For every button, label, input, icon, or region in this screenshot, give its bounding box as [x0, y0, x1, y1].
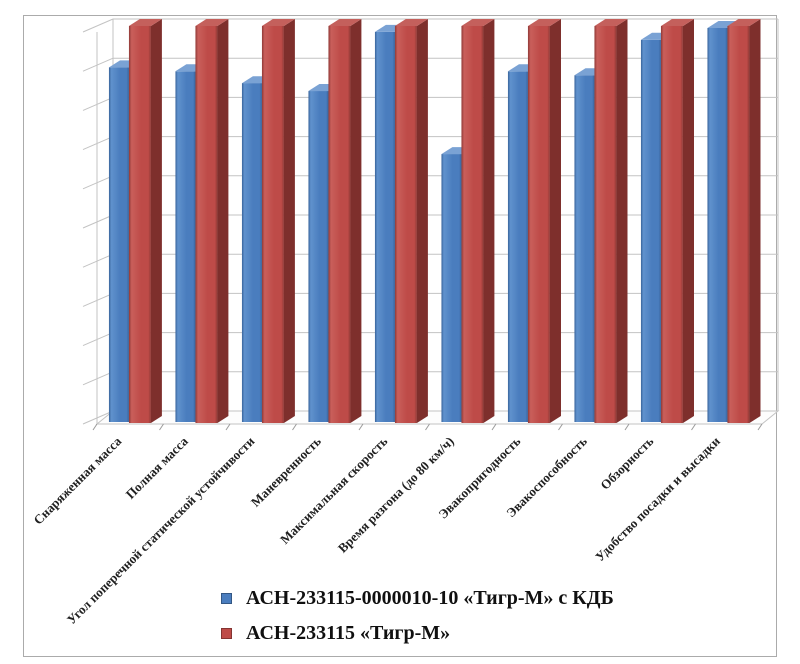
bar-side-face — [416, 19, 428, 423]
bar-front-face — [374, 31, 395, 422]
bar-top-face — [261, 19, 295, 26]
legend-item-tigr-m: АСН-233115 «Тигр-М» — [221, 621, 614, 645]
bar-side-face — [150, 19, 162, 423]
bar-front-face — [594, 26, 617, 423]
bar-top-face — [328, 19, 362, 26]
category-label-4: Максимальная скорость — [277, 433, 390, 546]
bar-top-face — [394, 19, 428, 26]
bar-cluster-5 — [441, 19, 495, 423]
bar-front-face — [441, 154, 462, 422]
chart-legend: АСН-233115-0000010-10 «Тигр-М» с КДБ АСН… — [221, 586, 614, 645]
bar-front-face — [394, 26, 417, 423]
bar-front-face — [574, 75, 595, 422]
bar-top-face — [594, 19, 628, 26]
category-label-3: Маневренность — [248, 433, 324, 509]
bar-front-face — [308, 91, 329, 422]
legend-label-tigr-m-kdb: АСН-233115-0000010-10 «Тигр-М» с КДБ — [246, 587, 614, 609]
bar-side-face — [749, 19, 761, 423]
legend-item-tigr-m-kdb: АСН-233115-0000010-10 «Тигр-М» с КДБ — [221, 586, 614, 610]
category-label-1: Полная масса — [123, 433, 192, 502]
category-label-0: Снаряженная масса — [30, 433, 124, 527]
bar-cluster-2 — [241, 19, 295, 423]
category-label-9: Удобство посадки и высадки — [592, 433, 723, 564]
x-axis-ticks — [92, 423, 763, 431]
bar-cluster-7 — [574, 19, 628, 423]
bar-top-face — [528, 19, 561, 26]
bar-top-face — [661, 19, 694, 26]
bar-side-face — [683, 19, 694, 423]
bar-front-face — [195, 26, 218, 423]
bar-cluster-6 — [507, 19, 561, 423]
bar-side-face — [616, 19, 628, 423]
bar-front-face — [128, 26, 151, 423]
bar-cluster-0 — [108, 19, 162, 423]
bar-front-face — [108, 67, 129, 423]
bar-top-face — [128, 19, 162, 26]
bar-front-face — [261, 26, 284, 423]
bar-front-face — [461, 26, 484, 423]
bar-side-face — [217, 19, 229, 423]
bar-front-face — [328, 26, 351, 423]
legend-swatch-blue-icon — [221, 592, 232, 604]
bars — [108, 19, 761, 423]
bar-side-face — [283, 19, 295, 423]
bar-cluster-8 — [640, 19, 694, 423]
chart-frame — [23, 15, 777, 657]
bar-top-face — [707, 21, 739, 28]
legend-label-tigr-m: АСН-233115 «Тигр-М» — [246, 622, 451, 644]
legend-swatch-red-icon — [221, 627, 232, 639]
bar-cluster-9 — [707, 19, 761, 423]
bar-top-face — [461, 19, 495, 26]
bar-top-face — [727, 19, 761, 26]
category-label-8: Обзорность — [597, 433, 656, 492]
bar-front-face — [527, 26, 550, 423]
category-label-5: Время разгона (до 80 км/ч) — [335, 434, 457, 556]
bar-cluster-4 — [374, 19, 428, 423]
bar-cluster-3 — [308, 19, 362, 423]
bar-cluster-1 — [175, 19, 229, 423]
bar-front-face — [660, 26, 683, 423]
bar-front-face — [707, 28, 728, 422]
bar-front-face — [175, 71, 196, 422]
bar-side-face — [350, 19, 362, 423]
bar-side-face — [483, 19, 495, 423]
bar-front-face — [241, 83, 262, 422]
bar-side-face — [550, 19, 561, 423]
bar-front-face — [640, 39, 661, 422]
bar-top-face — [195, 19, 229, 26]
bar-front-face — [727, 26, 750, 423]
bar-front-face — [507, 71, 528, 422]
